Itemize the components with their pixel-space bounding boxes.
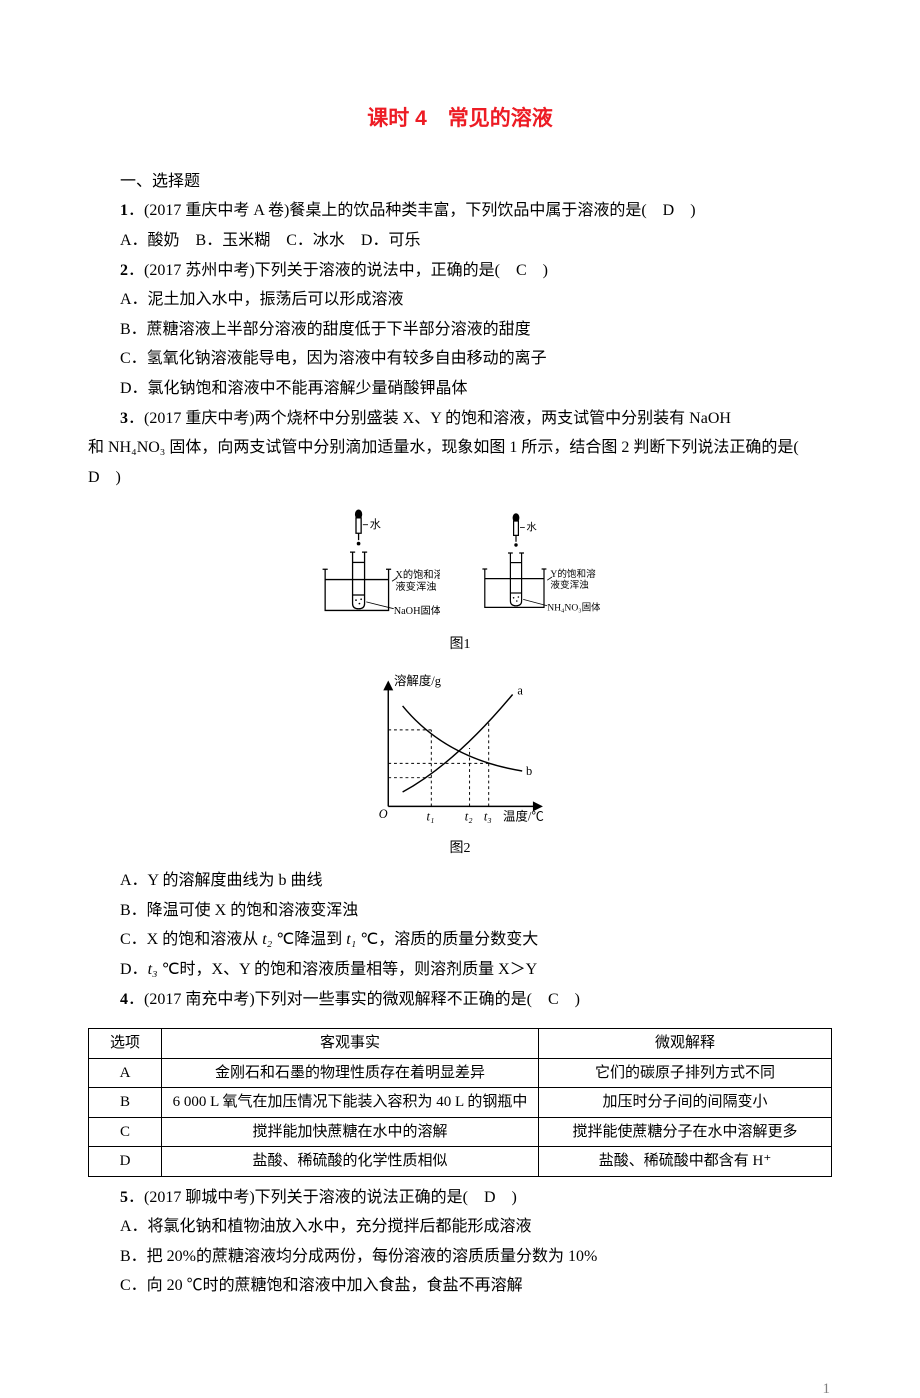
q3-c-t1: t₁ <box>346 931 356 948</box>
page-title: 课时 4 常见的溶液 <box>88 100 832 139</box>
q1-stem: 1．(2017 重庆中考 A 卷)餐桌上的饮品种类丰富，下列饮品中属于溶液的是(… <box>88 196 832 226</box>
q3-stem-line2: 和 NH₄NO₃ 固体，向两支试管中分别滴加适量水，现象如图 1 所示，结合图 … <box>88 433 832 492</box>
q4-num: 4 <box>120 991 128 1008</box>
q3-c-pre: C．X 的饱和溶液从 <box>120 931 262 948</box>
table-row: D 盐酸、稀硫酸的化学性质相似 盐酸、稀硫酸中都含有 H⁺ <box>89 1147 832 1177</box>
q3-c: C．X 的饱和溶液从 t₂ ℃降温到 t₁ ℃，溶质的质量分数变大 <box>88 925 832 955</box>
cell: D <box>89 1147 162 1177</box>
q5-a: A．将氯化钠和植物油放入水中，充分搅拌后都能形成溶液 <box>88 1212 832 1242</box>
figure-1-caption: 图1 <box>450 632 471 658</box>
q1-num: 1 <box>120 202 128 219</box>
figure-1: 水 <box>88 500 832 862</box>
q3-c-t2: t₂ <box>262 931 272 948</box>
q2-num: 2 <box>120 262 128 279</box>
q3-c-mid: ℃降温到 <box>272 931 346 948</box>
cell: 它们的碳原子排列方式不同 <box>539 1058 832 1088</box>
q2-b: B．蔗糖溶液上半部分溶液的甜度低于下半部分溶液的甜度 <box>88 315 832 345</box>
cell: 盐酸、稀硫酸的化学性质相似 <box>162 1147 539 1177</box>
cell: 盐酸、稀硫酸中都含有 H⁺ <box>539 1147 832 1177</box>
page-number: 1 <box>0 1381 920 1398</box>
q2-a: A．泥土加入水中，振荡后可以形成溶液 <box>88 285 832 315</box>
q4-text: ．(2017 南充中考)下列对一些事实的微观解释不正确的是( C ) <box>128 991 580 1008</box>
th-explain: 微观解释 <box>539 1029 832 1059</box>
q5-c: C．向 20 ℃时的蔗糖饱和溶液中加入食盐，食盐不再溶解 <box>88 1271 832 1301</box>
q4-stem: 4．(2017 南充中考)下列对一些事实的微观解释不正确的是( C ) <box>88 985 832 1015</box>
q3-d-post: ℃时，X、Y 的饱和溶液质量相等，则溶剂质量 X＞Y <box>158 961 538 978</box>
q5-b: B．把 20%的蔗糖溶液均分成两份，每份溶液的溶质质量分数为 10% <box>88 1242 832 1272</box>
q1-text: ．(2017 重庆中考 A 卷)餐桌上的饮品种类丰富，下列饮品中属于溶液的是( … <box>128 202 696 219</box>
q3-stem-line1: 3．(2017 重庆中考)两个烧杯中分别盛装 X、Y 的饱和溶液，两支试管中分别… <box>88 404 832 434</box>
left-note-2: 液变浑浊 <box>395 580 436 593</box>
th-option: 选项 <box>89 1029 162 1059</box>
q3-d-pre: D． <box>120 961 148 978</box>
beaker-right-svg: 水 <box>480 500 600 630</box>
curve-b-label: b <box>526 764 532 778</box>
origin-label: O <box>379 807 388 821</box>
page: 课时 4 常见的溶液 一、选择题 1．(2017 重庆中考 A 卷)餐桌上的饮品… <box>0 0 920 1361</box>
t1-label: t₁ <box>427 810 435 824</box>
q2-text: ．(2017 苏州中考)下列关于溶液的说法中，正确的是( C ) <box>128 262 548 279</box>
table-row: C 搅拌能加快蔗糖在水中的溶解 搅拌能使蔗糖分子在水中溶解更多 <box>89 1117 832 1147</box>
y-axis-label: 溶解度/g <box>394 673 441 688</box>
cell: B <box>89 1088 162 1118</box>
q5-num: 5 <box>120 1189 128 1206</box>
cell: A <box>89 1058 162 1088</box>
q5-stem: 5．(2017 聊城中考)下列关于溶液的说法正确的是( D ) <box>88 1183 832 1213</box>
cell: 搅拌能使蔗糖分子在水中溶解更多 <box>539 1117 832 1147</box>
cell: 加压时分子间的间隔变小 <box>539 1088 832 1118</box>
water-label-right: 水 <box>526 522 537 534</box>
t3-label: t₃ <box>484 810 492 824</box>
figure-2-svg: a b O t₁ t₂ t₃ 温度/℃ 溶解度/ <box>350 664 570 834</box>
curve-a-label: a <box>517 684 523 698</box>
right-solid: NH₄NO₃固体 <box>547 602 600 614</box>
x-axis-label: 温度/℃ <box>503 809 544 824</box>
cell: 搅拌能加快蔗糖在水中的溶解 <box>162 1117 539 1147</box>
q1-options: A．酸奶 B．玉米糊 C．冰水 D．可乐 <box>88 226 832 256</box>
figure-2-caption: 图2 <box>450 836 471 862</box>
beaker-left-svg: 水 <box>320 500 440 630</box>
q3-num: 3 <box>120 410 128 427</box>
section-heading: 一、选择题 <box>88 167 832 197</box>
cell: 6 000 L 氧气在加压情况下能装入容积为 40 L 的钢瓶中 <box>162 1088 539 1118</box>
table-row: B 6 000 L 氧气在加压情况下能装入容积为 40 L 的钢瓶中 加压时分子… <box>89 1088 832 1118</box>
q5-text: ．(2017 聊城中考)下列关于溶液的说法正确的是( D ) <box>128 1189 517 1206</box>
q3-d-t3: t₃ <box>148 961 158 978</box>
left-solid: NaOH固体 <box>394 605 440 617</box>
right-note-2: 液变浑浊 <box>550 580 589 592</box>
right-note-1: Y的饱和溶 <box>550 568 596 580</box>
cell: 金刚石和石墨的物理性质存在着明显差异 <box>162 1058 539 1088</box>
cell: C <box>89 1117 162 1147</box>
q3-d: D．t₃ ℃时，X、Y 的饱和溶液质量相等，则溶剂质量 X＞Y <box>88 955 832 985</box>
q2-c: C．氢氧化钠溶液能导电，因为溶液中有较多自由移动的离子 <box>88 344 832 374</box>
q2-d: D．氯化钠饱和溶液中不能再溶解少量硝酸钾晶体 <box>88 374 832 404</box>
q3-text-a: ．(2017 重庆中考)两个烧杯中分别盛装 X、Y 的饱和溶液，两支试管中分别装… <box>128 410 731 427</box>
q3-c-post: ℃，溶质的质量分数变大 <box>356 931 538 948</box>
beaker-left: 水 <box>320 500 440 630</box>
water-label-left: 水 <box>370 519 381 532</box>
table-header-row: 选项 客观事实 微观解释 <box>89 1029 832 1059</box>
beaker-right: 水 <box>480 500 600 630</box>
q3-a: A．Y 的溶解度曲线为 b 曲线 <box>88 866 832 896</box>
t2-label: t₂ <box>465 810 473 824</box>
q3-b: B．降温可使 X 的饱和溶液变浑浊 <box>88 896 832 926</box>
th-fact: 客观事实 <box>162 1029 539 1059</box>
q4-table: 选项 客观事实 微观解释 A 金刚石和石墨的物理性质存在着明显差异 它们的碳原子… <box>88 1028 832 1177</box>
left-note-1: X的饱和溶 <box>395 568 440 581</box>
table-row: A 金刚石和石墨的物理性质存在着明显差异 它们的碳原子排列方式不同 <box>89 1058 832 1088</box>
q2-stem: 2．(2017 苏州中考)下列关于溶液的说法中，正确的是( C ) <box>88 256 832 286</box>
